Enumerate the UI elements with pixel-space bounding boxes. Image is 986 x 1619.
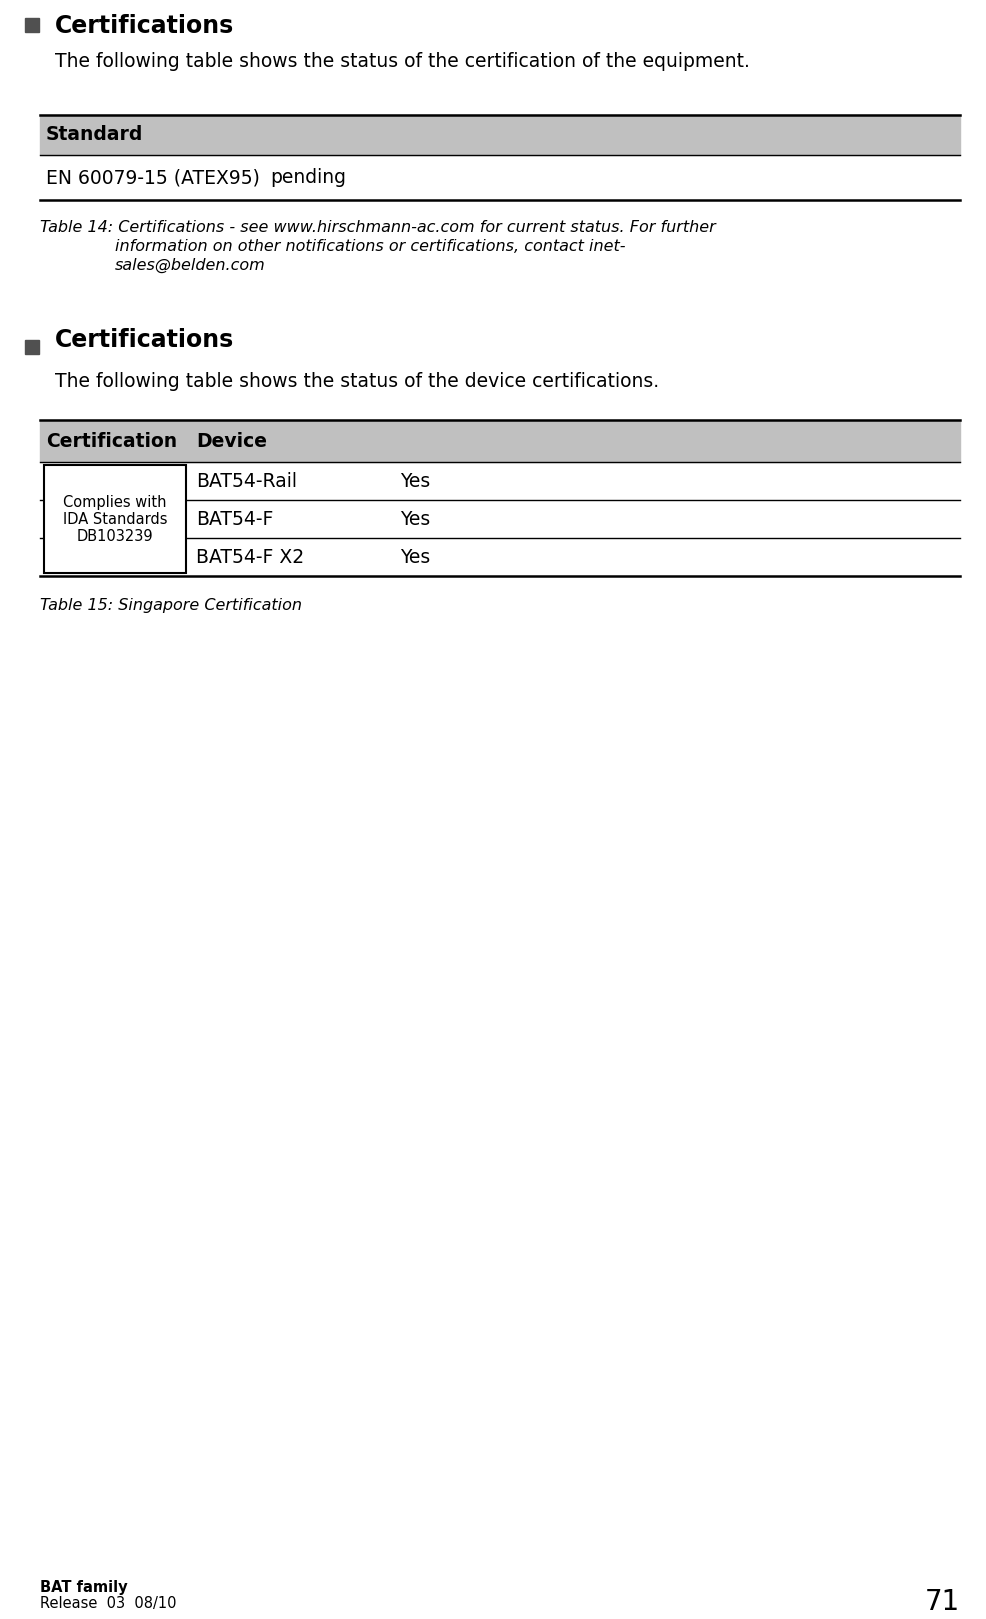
Text: pending: pending	[270, 168, 346, 188]
Text: The following table shows the status of the certification of the equipment.: The following table shows the status of …	[55, 52, 749, 71]
Text: Table 14: Certifications - see www.hirschmann-ac.com for current status. For fur: Table 14: Certifications - see www.hirsc…	[40, 220, 715, 235]
Bar	[25, 18, 39, 32]
Text: Release  03  08/10: Release 03 08/10	[40, 1596, 176, 1611]
Text: Certifications: Certifications	[55, 15, 234, 37]
Text: 71: 71	[924, 1588, 959, 1616]
Text: Device: Device	[196, 432, 267, 450]
Text: Table 15: Singapore Certification: Table 15: Singapore Certification	[40, 597, 302, 614]
Text: Certifications: Certifications	[55, 329, 234, 351]
Text: information on other notifications or certifications, contact inet-: information on other notifications or ce…	[115, 240, 625, 254]
Bar	[40, 115, 959, 155]
Text: Standard: Standard	[46, 126, 143, 144]
Text: Yes: Yes	[399, 547, 430, 567]
FancyBboxPatch shape	[44, 465, 185, 573]
Text: EN 60079-15 (ATEX95): EN 60079-15 (ATEX95)	[46, 168, 259, 188]
Text: DB103239: DB103239	[77, 528, 153, 544]
Bar	[25, 340, 39, 355]
Text: IDA Standards: IDA Standards	[63, 512, 167, 526]
Text: Yes: Yes	[399, 471, 430, 491]
Text: Complies with: Complies with	[63, 494, 167, 510]
Text: sales@belden.com: sales@belden.com	[115, 257, 265, 274]
Text: Certification: Certification	[46, 432, 176, 450]
Text: BAT54-F X2: BAT54-F X2	[196, 547, 304, 567]
Text: Yes: Yes	[399, 510, 430, 528]
Text: BAT54-F: BAT54-F	[196, 510, 273, 528]
Text: BAT54-Rail: BAT54-Rail	[196, 471, 297, 491]
Text: BAT family: BAT family	[40, 1580, 127, 1595]
Bar	[40, 419, 959, 461]
Text: The following table shows the status of the device certifications.: The following table shows the status of …	[55, 372, 659, 392]
